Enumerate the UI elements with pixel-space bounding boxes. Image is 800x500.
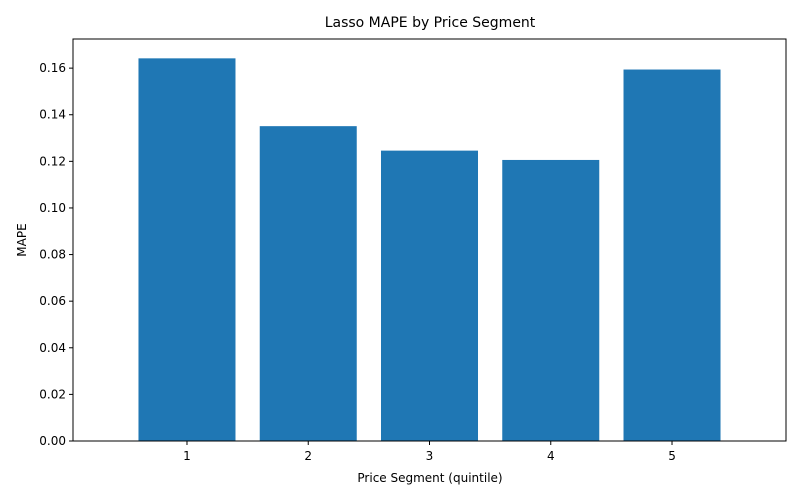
- y-tick-label: 0.04: [39, 341, 66, 355]
- plot-frame: [72, 38, 787, 442]
- bar-5: [623, 69, 721, 442]
- bars-group: [138, 58, 721, 442]
- y-tick-label: 0.10: [39, 201, 66, 215]
- chart-title: Lasso MAPE by Price Segment: [325, 15, 536, 31]
- y-tick-label: 0.08: [39, 248, 66, 262]
- y-tick-label: 0.00: [39, 434, 66, 448]
- bar-4: [502, 159, 600, 441]
- y-tick-label: 0.16: [39, 61, 66, 75]
- x-axis-label: Price Segment (quintile): [357, 471, 502, 485]
- bar-3: [380, 150, 479, 442]
- x-axis: 1 2 3 4 5: [183, 441, 676, 463]
- y-tick-label: 0.14: [39, 108, 66, 122]
- y-tick-label: 0.06: [39, 294, 66, 308]
- x-tick-label: 2: [304, 449, 312, 463]
- x-tick-label: 5: [668, 449, 676, 463]
- bar-2: [259, 126, 357, 441]
- bar-1: [138, 58, 236, 441]
- x-tick-label: 4: [547, 449, 555, 463]
- x-tick-label: 3: [426, 449, 434, 463]
- y-tick-label: 0.12: [39, 154, 66, 168]
- x-tick-label: 1: [183, 449, 191, 463]
- y-axis: 0.00 0.02 0.04 0.06 0.08 0.10 0.12 0.14 0.16: [39, 61, 73, 448]
- y-tick-label: 0.02: [39, 387, 66, 401]
- y-axis-label: MAPE: [15, 223, 29, 256]
